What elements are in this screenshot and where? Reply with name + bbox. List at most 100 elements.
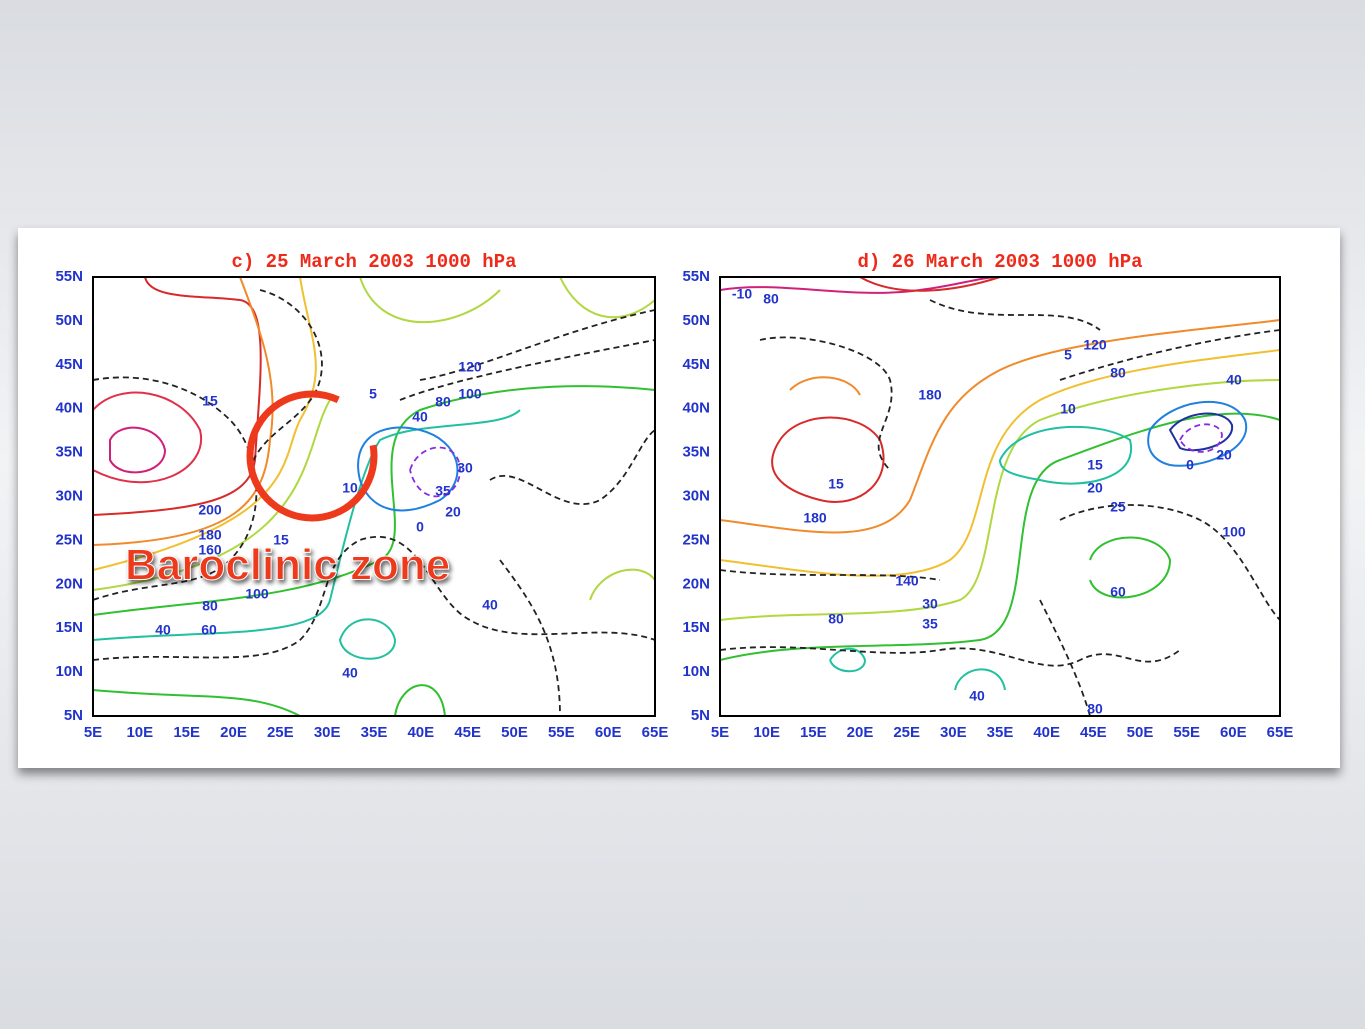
contour-label: 10 bbox=[342, 480, 358, 496]
lon-label: 55E bbox=[1173, 724, 1200, 741]
contour-label: 30 bbox=[457, 460, 473, 476]
contour-label: 40 bbox=[969, 688, 985, 704]
contour-label: 35 bbox=[435, 483, 451, 499]
lat-label: 30N bbox=[55, 487, 83, 504]
map-frame bbox=[719, 276, 1281, 717]
lon-label: 45E bbox=[454, 724, 481, 741]
contour-label: 100 bbox=[458, 386, 482, 402]
contour-label: 40 bbox=[482, 597, 498, 613]
contour-label: 15 bbox=[202, 393, 218, 409]
contour-label: 0 bbox=[416, 519, 424, 535]
contour-label: 0 bbox=[1186, 457, 1194, 473]
contour-label: 80 bbox=[1087, 701, 1103, 717]
contour-label: 5 bbox=[369, 386, 377, 402]
lat-label: 20N bbox=[682, 575, 710, 592]
contour-label: 80 bbox=[828, 611, 844, 627]
lon-label: 15E bbox=[800, 724, 827, 741]
lat-label: 15N bbox=[682, 619, 710, 636]
contour-label: 15 bbox=[273, 532, 289, 548]
contour-label: 40 bbox=[412, 409, 428, 425]
lat-label: 40N bbox=[55, 400, 83, 417]
lon-label: 10E bbox=[126, 724, 153, 741]
lon-label: 40E bbox=[1033, 724, 1060, 741]
contour-label: 15 bbox=[1087, 457, 1103, 473]
contour-label: 140 bbox=[895, 573, 919, 589]
contour-label: 80 bbox=[763, 291, 779, 307]
contour-label: 30 bbox=[922, 596, 938, 612]
lon-label: 5E bbox=[84, 724, 102, 741]
contour-label: 200 bbox=[198, 502, 222, 518]
lon-label: 5E bbox=[711, 724, 729, 741]
contour-label: 100 bbox=[1222, 524, 1246, 540]
lon-label: 50E bbox=[501, 724, 528, 741]
lon-label: 30E bbox=[940, 724, 967, 741]
panel-title: c) 25 March 2003 1000 hPa bbox=[231, 251, 516, 273]
contour-label: 20 bbox=[1216, 447, 1232, 463]
slide-card bbox=[18, 228, 1340, 768]
lat-label: 35N bbox=[55, 444, 83, 461]
contour-label: 100 bbox=[245, 586, 269, 602]
contour-label: 120 bbox=[1083, 337, 1107, 353]
lon-label: 35E bbox=[361, 724, 388, 741]
contour-label: 20 bbox=[1087, 480, 1103, 496]
contour-label: 160 bbox=[198, 542, 222, 558]
contour-label: 10 bbox=[1060, 401, 1076, 417]
lat-label: 45N bbox=[55, 356, 83, 373]
contour-label: 180 bbox=[918, 387, 942, 403]
contour-label: 5 bbox=[1064, 347, 1072, 363]
lat-label: 30N bbox=[682, 487, 710, 504]
lon-label: 45E bbox=[1080, 724, 1107, 741]
lat-label: 50N bbox=[55, 312, 83, 329]
map-frame bbox=[92, 276, 656, 717]
contours-left bbox=[93, 277, 655, 716]
contour-label: 35 bbox=[922, 616, 938, 632]
contour-label: 40 bbox=[342, 665, 358, 681]
lat-label: 10N bbox=[55, 663, 83, 680]
lon-label: 65E bbox=[1267, 724, 1294, 741]
lon-label: 20E bbox=[847, 724, 874, 741]
panel-title: d) 26 March 2003 1000 hPa bbox=[857, 251, 1142, 273]
lat-label: 10N bbox=[682, 663, 710, 680]
lon-label: 55E bbox=[548, 724, 575, 741]
lon-label: 50E bbox=[1127, 724, 1154, 741]
lat-label: 45N bbox=[682, 356, 710, 373]
lon-label: 65E bbox=[642, 724, 669, 741]
contour-label: 15 bbox=[828, 476, 844, 492]
lon-label: 25E bbox=[893, 724, 920, 741]
lat-label: 25N bbox=[55, 531, 83, 548]
contour-label: 20 bbox=[445, 504, 461, 520]
lat-label: 20N bbox=[55, 575, 83, 592]
contour-label: 80 bbox=[1110, 365, 1126, 381]
annotation: Baroclinic zone bbox=[125, 541, 450, 590]
lat-label: 55N bbox=[682, 268, 710, 285]
contour-label: 25 bbox=[1110, 499, 1126, 515]
lat-label: 35N bbox=[682, 444, 710, 461]
lat-label: 55N bbox=[55, 268, 83, 285]
contour-label: 80 bbox=[435, 394, 451, 410]
highlight-circle bbox=[246, 390, 378, 522]
contours-right bbox=[720, 277, 1280, 716]
contour-label: 180 bbox=[198, 527, 222, 543]
lat-label: 40N bbox=[682, 400, 710, 417]
contour-label: 120 bbox=[458, 359, 482, 375]
lon-label: 40E bbox=[407, 724, 434, 741]
lon-label: 15E bbox=[173, 724, 200, 741]
lon-label: 30E bbox=[314, 724, 341, 741]
lat-label: 5N bbox=[691, 707, 710, 724]
contour-label: 180 bbox=[803, 510, 827, 526]
lat-label: 50N bbox=[682, 312, 710, 329]
contour-label: 60 bbox=[201, 622, 217, 638]
lat-label: 5N bbox=[64, 707, 83, 724]
lon-label: 60E bbox=[595, 724, 622, 741]
lat-label: 15N bbox=[55, 619, 83, 636]
lat-label: 25N bbox=[682, 531, 710, 548]
lon-label: 35E bbox=[987, 724, 1014, 741]
contour-label: -10 bbox=[732, 286, 752, 302]
contour-label: 40 bbox=[155, 622, 171, 638]
lon-label: 25E bbox=[267, 724, 294, 741]
contour-label: 60 bbox=[1110, 584, 1126, 600]
lon-label: 10E bbox=[753, 724, 780, 741]
contour-label: 40 bbox=[1226, 372, 1242, 388]
